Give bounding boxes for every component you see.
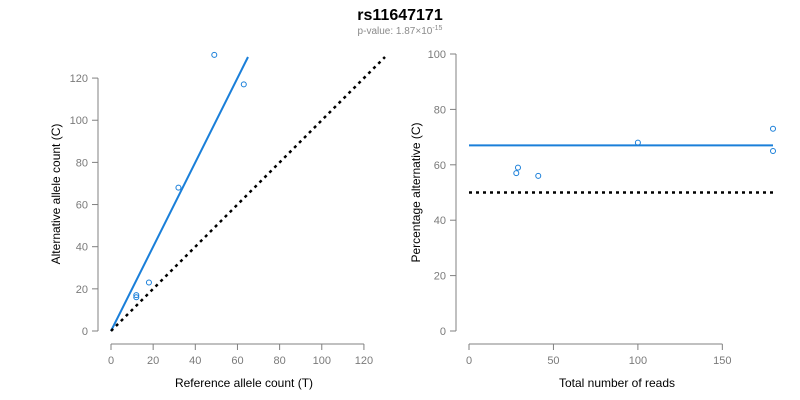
right-y-tick-label: 40 (434, 215, 446, 227)
left-data-point (145, 279, 152, 286)
left-y-tick-label: 120 (70, 73, 88, 85)
left-y-tick-label: 40 (76, 242, 88, 254)
left-x-axis-label: Reference allele count (T) (175, 376, 313, 390)
left-fit-line (110, 56, 249, 332)
chart-title: rs11647171 (357, 7, 443, 24)
left-y-tick-label: 60 (76, 200, 88, 212)
left-data-point (175, 184, 182, 191)
right-y-axis-label: Percentage alternative (C) (409, 122, 423, 262)
left-x-tick-label: 20 (147, 355, 159, 367)
right-data-point (770, 147, 776, 154)
right-y-tick-label: 20 (434, 271, 446, 283)
left-data-point (240, 81, 247, 88)
left-data-point (211, 51, 218, 58)
left-x-tick-label: 40 (189, 355, 201, 367)
right-data-point (634, 139, 641, 146)
left-y-tick-label: 80 (76, 157, 88, 169)
right-x-axis-label: Total number of reads (559, 376, 675, 390)
left-data-point (133, 294, 140, 301)
subtitle-exponent: -15 (432, 25, 442, 32)
right-x-tick-label: 150 (713, 355, 731, 367)
right-scatter-panel: 0 50 100 150 0 20 40 60 80 100 Total number of rea… (409, 49, 776, 390)
right-data-point (535, 172, 542, 179)
left-x-tick-label: 60 (231, 355, 243, 367)
right-y-tick-label: 80 (434, 104, 446, 116)
right-data-point (513, 170, 520, 177)
right-y-tick-label: 0 (440, 326, 446, 338)
left-x-tick-label: 80 (273, 355, 285, 367)
left-scatter-panel: 0 20 40 60 80 100 120 0 20 40 60 80 100 120 Reference … (49, 51, 386, 390)
right-data-point (770, 125, 776, 132)
chart-subtitle: p-value: 1.87×10-15 (358, 25, 443, 37)
subtitle-base: p-value: 1.87×10 (358, 26, 433, 37)
right-data-point (514, 164, 521, 171)
left-y-tick-label: 0 (82, 326, 88, 338)
left-reference-line (110, 56, 386, 332)
right-x-tick-label: 50 (547, 355, 559, 367)
left-y-tick-label: 20 (76, 284, 88, 296)
right-x-tick-label: 100 (629, 355, 647, 367)
left-x-tick-label: 120 (355, 355, 373, 367)
left-x-tick-label: 100 (313, 355, 331, 367)
right-y-tick-label: 60 (434, 160, 446, 172)
left-y-axis-label: Alternative allele count (C) (49, 124, 63, 265)
left-y-tick-label: 100 (70, 115, 88, 127)
left-x-tick-label: 0 (108, 355, 114, 367)
right-y-tick-label: 100 (428, 49, 446, 61)
right-x-tick-label: 0 (466, 355, 472, 367)
left-data-point (133, 292, 140, 299)
